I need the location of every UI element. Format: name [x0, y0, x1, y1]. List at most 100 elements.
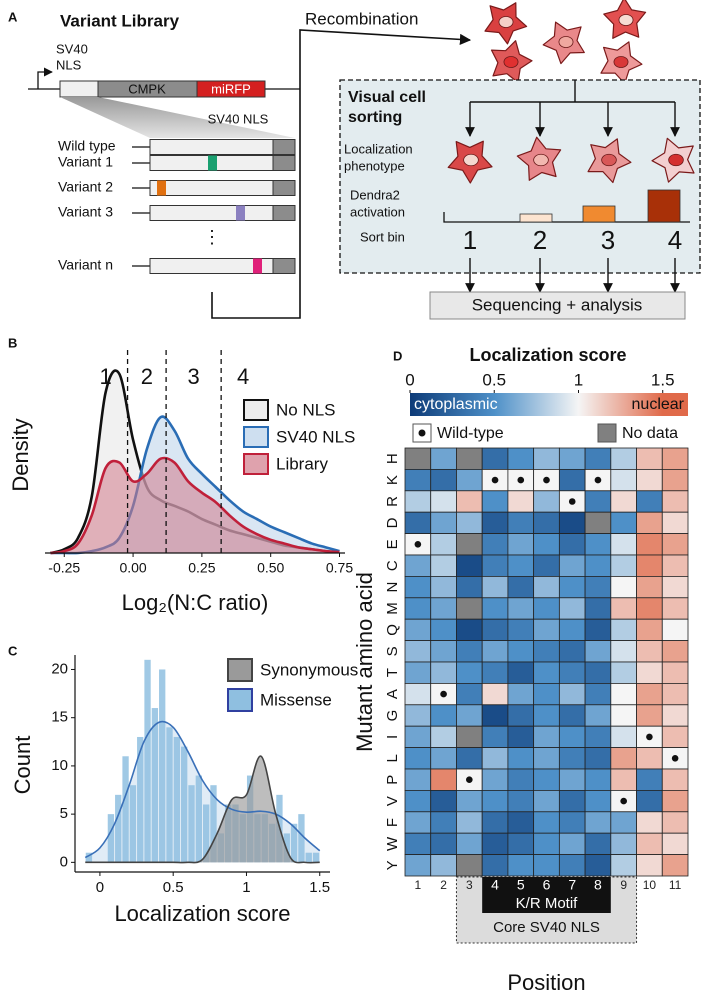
sort-bin: 2 [533, 225, 547, 255]
histogram-bar [129, 785, 137, 863]
heatmap-cell [404, 490, 432, 513]
variant-end [272, 205, 296, 221]
colorbar-tick-label: 1 [574, 370, 583, 389]
heatmap-cell [661, 511, 689, 535]
heatmap-cell [430, 854, 457, 877]
heatmap-cell [636, 747, 663, 770]
heatmap-cell [533, 811, 560, 834]
promoter-arrow [37, 67, 53, 89]
legend-swatch [227, 658, 253, 682]
heatmap-cell [558, 725, 586, 749]
wild-type-dot [491, 476, 499, 484]
heatmap-cell [636, 683, 663, 706]
recombination-label: Recombination [305, 9, 418, 28]
heatmap-cell [558, 597, 586, 620]
histogram-bar [305, 852, 312, 863]
heatmap-cell [661, 704, 689, 727]
zoom-wedge [60, 97, 295, 138]
heatmap-cell [584, 661, 612, 684]
heatmap-cell [610, 533, 637, 556]
heatmap-cell [507, 511, 535, 535]
wild-type-dot [568, 498, 576, 505]
heatmap-cell [610, 554, 637, 577]
heatmap-cell [404, 768, 432, 791]
column-label: 10 [643, 878, 657, 892]
heatmap-cell [584, 511, 612, 535]
heatmap-cell [558, 854, 586, 877]
histogram-bar [298, 814, 305, 863]
variant-label: Variant 3 [58, 204, 113, 220]
density-area [50, 416, 340, 554]
sort-bin: 4 [668, 225, 682, 255]
histogram-bar [195, 775, 202, 863]
y-axis-label: Count [10, 736, 35, 795]
diagram-title: Variant Library [60, 11, 180, 30]
heatmap-cell [558, 576, 586, 599]
heatmap-cell [661, 618, 689, 642]
heatmap-cell [430, 661, 457, 684]
heatmap-cell [507, 533, 535, 556]
heatmap-cell [456, 811, 483, 834]
legend-label: Synonymous [260, 660, 358, 679]
heatmap-cell [558, 447, 586, 470]
variant-label: Variant 1 [58, 154, 113, 170]
heatmap-cell [430, 597, 457, 620]
row-label: M [384, 602, 401, 615]
heatmap-cell [636, 811, 663, 834]
row-label: T [384, 668, 401, 677]
colorbar [410, 393, 688, 416]
heatmap-cell [430, 511, 457, 535]
heatmap-cell [584, 576, 612, 599]
y-tick-label: 0 [60, 853, 68, 870]
row-label: G [384, 710, 401, 722]
colorbar-tick-label: 0.5 [482, 370, 506, 389]
output-label: Sequencing + analysis [472, 295, 643, 314]
heatmap-cell [481, 704, 509, 727]
heatmap-cell [610, 811, 637, 834]
heatmap-cell [610, 704, 637, 727]
heatmap-cell [661, 725, 689, 749]
heatmap-cell [661, 468, 689, 492]
heatmap-cell [507, 768, 535, 791]
motif-label: K/R Motif [516, 895, 579, 912]
heatmap-cell [584, 447, 612, 470]
histogram-bar [115, 794, 122, 863]
heatmap-cell [456, 790, 483, 813]
heatmap-cell [507, 661, 535, 684]
heatmap-cell [507, 790, 535, 813]
heatmap-cell [481, 661, 509, 684]
panel-label: A [8, 9, 18, 24]
x-tick-label: 0 [96, 879, 104, 896]
heatmap-cell [610, 597, 637, 620]
heatmap-cell [533, 618, 560, 642]
mutation-mark [253, 258, 262, 274]
heatmap-cell [636, 533, 663, 556]
heatmap-cell [507, 640, 535, 663]
legend-box [597, 423, 617, 443]
heatmap-cell [610, 640, 637, 663]
bin-label: 2 [141, 364, 153, 389]
heatmap-cell [584, 832, 612, 856]
heatmap-cell [610, 854, 637, 877]
row-label: A [384, 689, 401, 699]
kde-line [84, 720, 321, 859]
heatmap-cell [404, 704, 432, 727]
heatmap-cell [430, 554, 457, 577]
heatmap-cell [558, 640, 586, 663]
x-tick-label: -0.25 [48, 560, 80, 576]
legend-swatch [243, 426, 269, 448]
heatmap-cell [507, 447, 535, 470]
heatmap-cell [430, 618, 457, 642]
panel-label: D [393, 348, 402, 363]
heatmap-cell [661, 490, 689, 513]
histogram-bar [159, 669, 166, 863]
heatmap-cell [661, 533, 689, 556]
wild-type-dot [620, 797, 627, 805]
heatmap-cell [404, 511, 432, 535]
x-axis-label: Localization score [114, 901, 290, 926]
heatmap-cell [404, 468, 432, 492]
legend-label: Wild-type [437, 425, 504, 442]
heatmap-cell [481, 447, 509, 470]
heatmap-cell [404, 618, 432, 642]
heatmap-cell [636, 790, 663, 813]
